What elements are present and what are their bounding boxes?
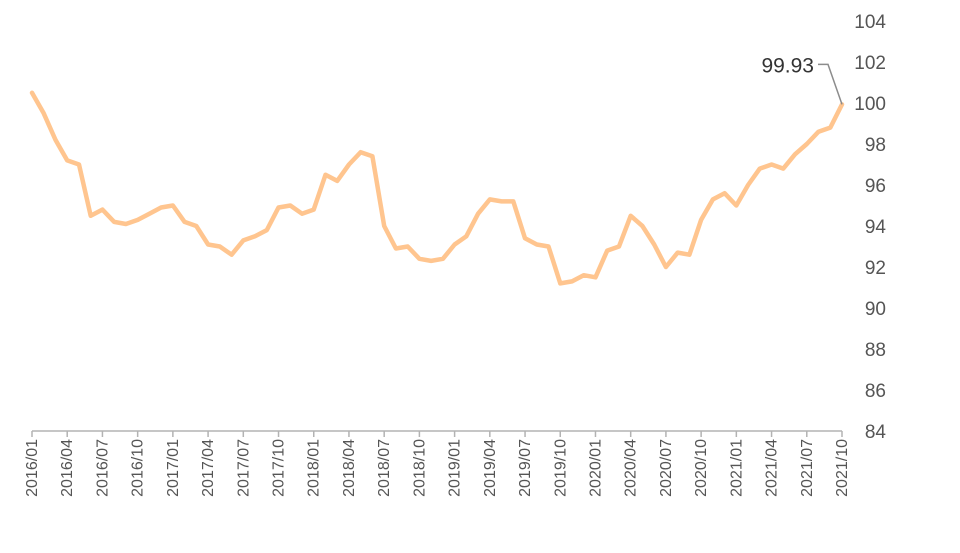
x-tick-label: 2017/01: [165, 439, 182, 497]
y-tick-label: 86: [865, 381, 886, 402]
x-tick-label: 2018/04: [341, 439, 358, 497]
x-tick-label: 2018/07: [376, 439, 393, 497]
x-tick-label: 2016/04: [59, 439, 76, 497]
y-tick-label: 98: [865, 135, 886, 156]
x-tick-label: 2020/04: [623, 439, 640, 497]
x-tick-label: 2018/10: [411, 439, 428, 497]
x-tick-label: 2021/10: [834, 439, 851, 497]
x-tick-label: 2016/10: [130, 439, 147, 497]
y-tick-label: 88: [865, 340, 886, 361]
y-axis: 84 86 88 90 92 94 96 98 100 102 104: [854, 12, 886, 443]
x-tick-label: 2021/01: [728, 439, 745, 497]
series-line: [29, 90, 845, 286]
x-tick-label: 2020/07: [658, 439, 675, 497]
annotation-label: 99.93: [761, 54, 814, 77]
x-tick-label: 2017/07: [235, 439, 252, 497]
y-tick-label: 84: [865, 422, 887, 443]
y-tick-label: 94: [865, 217, 887, 238]
y-tick-label: 96: [865, 176, 886, 197]
x-tick-label: 2019/07: [517, 439, 534, 497]
x-tick-label: 2018/01: [306, 439, 323, 497]
x-tick-label: 2016/01: [24, 439, 41, 497]
x-tick-label: 2017/04: [200, 439, 217, 497]
x-tick-label: 2021/07: [799, 439, 816, 497]
x-tick-label: 2019/04: [482, 439, 499, 497]
y-tick-label: 102: [854, 53, 886, 74]
x-tick-label: 2017/10: [271, 439, 288, 497]
y-tick-label: 92: [865, 258, 886, 279]
y-tick-label: 90: [865, 299, 886, 320]
y-tick-label: 100: [854, 94, 886, 115]
x-tick-label: 2020/01: [587, 439, 604, 497]
x-tick-label: 2016/07: [94, 439, 111, 497]
x-tick-label: 2019/10: [552, 439, 569, 497]
plot-area: [29, 90, 845, 286]
x-tick-label: 2020/10: [693, 439, 710, 497]
annotation-leader-line: [818, 63, 843, 105]
annotation-group: 99.93: [761, 54, 843, 105]
y-tick-label: 104: [854, 12, 886, 33]
x-tick-label: 2019/01: [447, 439, 464, 497]
x-tick-label: 2021/04: [764, 439, 781, 497]
x-axis: 2016/01 2016/04 2016/07 2016/10 2017/01 2017/…: [24, 430, 851, 497]
